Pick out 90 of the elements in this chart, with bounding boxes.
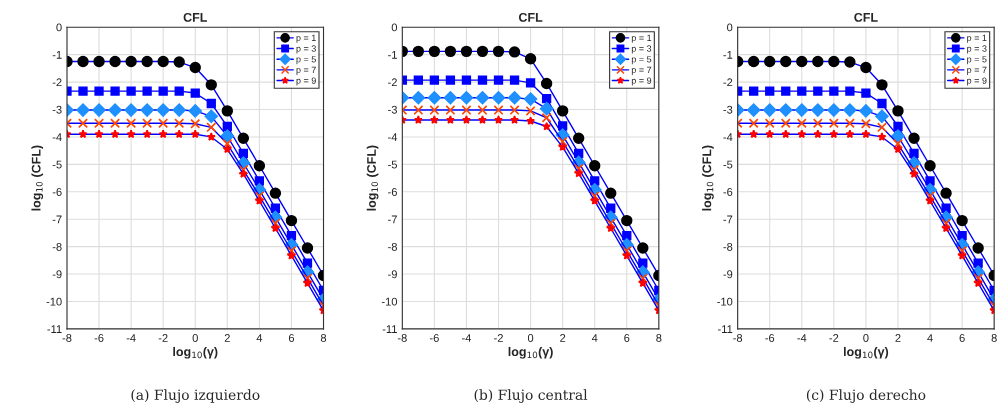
y-tick-label: -11 — [47, 325, 62, 333]
legend-label: p = 1 — [631, 34, 652, 43]
y-axis-title: log$_{10}$ (CFL) — [366, 145, 379, 211]
y-tick-label: -1 — [723, 51, 733, 59]
y-tick-label: -7 — [52, 215, 62, 224]
y-tick-label: -8 — [388, 242, 397, 251]
x-tick-label: -8 — [733, 334, 743, 342]
y-tick-label: -1 — [52, 51, 62, 59]
x-axis-title: log$_{10}$(γ) — [173, 346, 218, 359]
x-tick-label: 6 — [624, 334, 630, 342]
y-axis-title: log$_{10}$ (CFL) — [31, 145, 44, 211]
x-tick-label: -2 — [494, 334, 503, 342]
x-tick-label: -2 — [158, 334, 168, 342]
chart-title: CFL — [854, 12, 878, 22]
y-tick-label: -3 — [388, 105, 397, 114]
y-tick-label: -10 — [46, 297, 62, 306]
text: (a) Flujo izquierdo — [131, 389, 260, 403]
chart-title: CFL — [183, 12, 208, 22]
y-tick-label: -5 — [52, 160, 62, 169]
legend-label: p = 9 — [967, 77, 987, 86]
y-tick-label: 0 — [56, 23, 62, 32]
y-tick-label: -9 — [52, 270, 62, 279]
y-tick-label: -3 — [723, 105, 733, 114]
x-tick-label: 0 — [192, 334, 198, 342]
x-tick-label: -6 — [429, 334, 439, 342]
legend-label: p = 7 — [296, 66, 316, 75]
x-tick-label: 0 — [527, 334, 534, 342]
x-tick-label: 8 — [320, 334, 327, 342]
x-tick-label: 0 — [863, 334, 869, 342]
x-tick-label: 8 — [656, 334, 662, 342]
y-tick-label: -8 — [723, 242, 733, 251]
y-tick-label: -11 — [382, 325, 397, 333]
y-tick-label: -7 — [388, 215, 397, 224]
y-tick-label: -3 — [52, 105, 62, 114]
x-tick-label: 4 — [256, 334, 263, 342]
x-tick-label: -8 — [62, 334, 72, 342]
x-tick-label: -4 — [462, 334, 472, 342]
x-tick-label: -2 — [829, 334, 839, 342]
y-tick-label: -2 — [723, 78, 733, 87]
y-tick-label: -9 — [388, 270, 397, 279]
legend-label: p = 7 — [967, 66, 987, 75]
y-tick-label: -10 — [381, 297, 398, 306]
y-tick-label: -5 — [388, 160, 397, 169]
x-tick-label: 2 — [224, 334, 230, 342]
y-tick-label: -9 — [723, 270, 733, 279]
y-tick-label: 0 — [391, 23, 398, 32]
y-tick-label: -11 — [718, 325, 733, 333]
text: (b) Flujo central — [474, 389, 588, 403]
legend-label: p = 3 — [631, 45, 652, 54]
y-tick-label: -4 — [723, 133, 733, 141]
legend-label: p = 3 — [967, 45, 987, 54]
x-tick-label: -8 — [397, 334, 407, 342]
legend-label: p = 5 — [631, 56, 652, 65]
legend-label: p = 7 — [631, 66, 652, 75]
legend-label: p = 5 — [296, 56, 316, 65]
legend-label: p = 1 — [296, 34, 316, 43]
y-tick-label: 0 — [727, 23, 733, 32]
x-axis-title: log$_{10}$(γ) — [843, 346, 889, 359]
legend-label: p = 9 — [631, 77, 652, 86]
x-tick-label: 2 — [560, 334, 566, 342]
x-tick-label: 6 — [959, 334, 965, 342]
y-tick-label: -2 — [388, 78, 397, 87]
y-tick-label: -8 — [52, 242, 62, 251]
x-tick-label: -6 — [765, 334, 775, 342]
x-tick-label: 4 — [927, 334, 933, 342]
y-tick-label: -6 — [52, 188, 62, 196]
y-tick-label: -4 — [388, 133, 398, 141]
x-tick-label: 6 — [288, 334, 295, 342]
y-tick-label: -7 — [723, 215, 733, 224]
legend-label: p = 9 — [296, 77, 316, 86]
x-tick-label: -4 — [126, 334, 136, 342]
chart-title: CFL — [518, 12, 543, 22]
y-tick-label: -4 — [52, 133, 62, 141]
x-tick-label: -6 — [94, 334, 104, 342]
x-tick-label: 8 — [991, 334, 997, 342]
x-tick-label: 2 — [895, 334, 901, 342]
legend-label: p = 1 — [967, 34, 987, 43]
x-tick-label: -4 — [797, 334, 807, 342]
x-tick-label: 4 — [591, 334, 598, 342]
text: (c) Flujo derecho — [806, 389, 926, 403]
y-tick-label: -5 — [723, 160, 733, 169]
y-tick-label: -2 — [52, 78, 62, 87]
y-tick-label: -10 — [717, 297, 733, 306]
y-tick-label: -1 — [388, 51, 397, 59]
legend-label: p = 3 — [296, 45, 316, 54]
y-axis-title: log$_{10}$ (CFL) — [702, 145, 714, 211]
x-axis-title: log$_{10}$(γ) — [508, 346, 553, 359]
legend-label: p = 5 — [967, 56, 987, 65]
y-tick-label: -6 — [388, 188, 397, 196]
y-tick-label: -6 — [723, 188, 733, 196]
